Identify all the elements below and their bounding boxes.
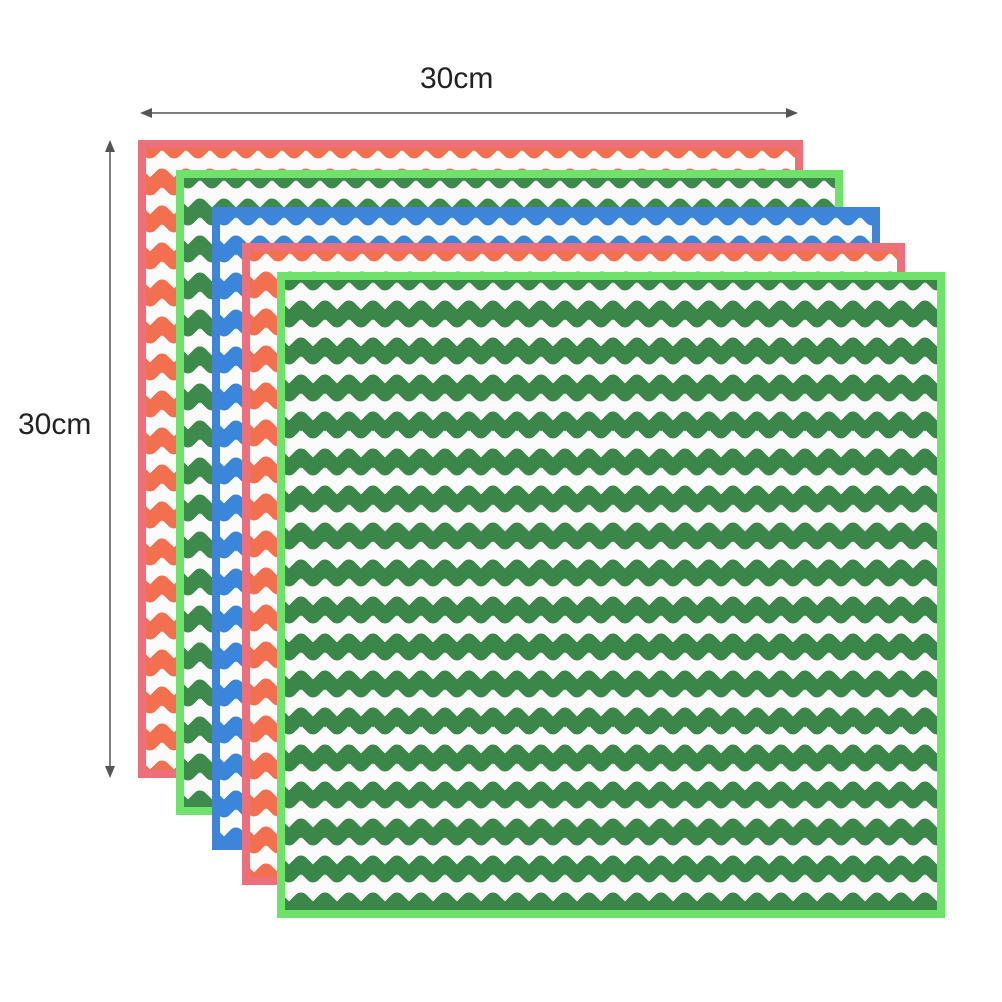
cleaning-cloth-5 bbox=[277, 272, 945, 918]
height-arrow bbox=[105, 140, 115, 778]
width-label: 30cm bbox=[420, 62, 494, 95]
height-label: 30cm bbox=[18, 408, 92, 441]
width-arrow bbox=[140, 108, 798, 118]
